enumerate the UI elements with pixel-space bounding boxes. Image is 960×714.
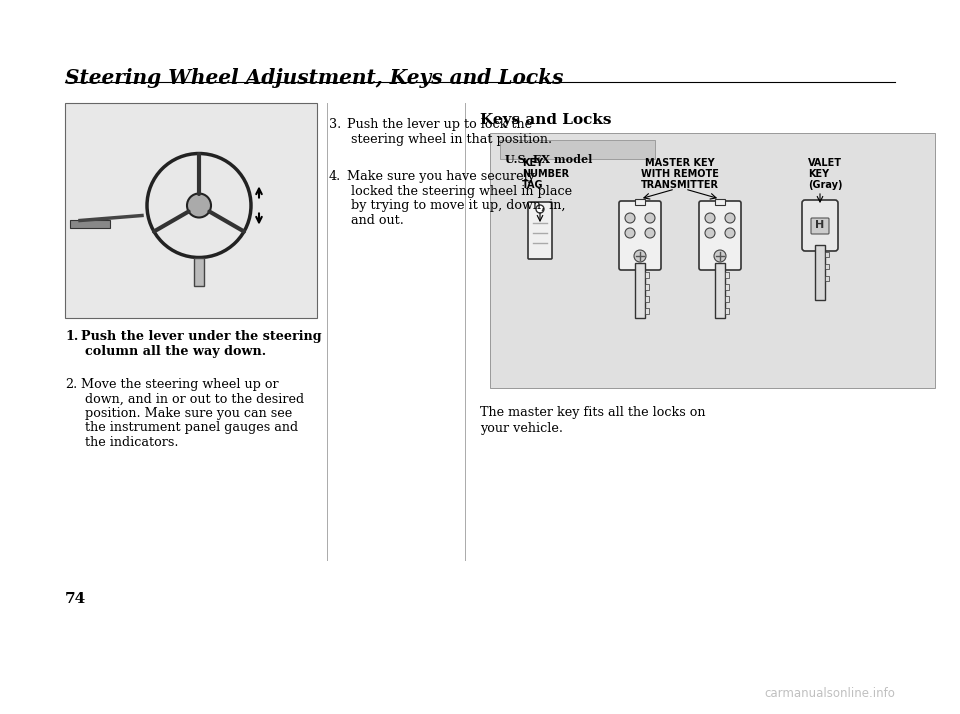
- Circle shape: [536, 205, 544, 213]
- Bar: [645, 296, 649, 302]
- FancyBboxPatch shape: [715, 263, 725, 318]
- Bar: [70, 219, 110, 228]
- Text: 2.: 2.: [65, 378, 77, 391]
- Bar: [725, 308, 729, 314]
- Text: 1.: 1.: [65, 330, 79, 343]
- Bar: [500, 140, 655, 159]
- Circle shape: [187, 193, 211, 218]
- Bar: [825, 252, 829, 257]
- Text: position. Make sure you can see: position. Make sure you can see: [85, 407, 292, 420]
- Text: MASTER KEY: MASTER KEY: [645, 158, 715, 168]
- Bar: [194, 258, 204, 286]
- Text: and out.: and out.: [351, 213, 404, 226]
- Text: Keys and Locks: Keys and Locks: [480, 113, 612, 127]
- Circle shape: [625, 228, 635, 238]
- Text: KEY: KEY: [522, 158, 543, 168]
- Circle shape: [725, 213, 735, 223]
- Text: KEY: KEY: [808, 169, 829, 179]
- Text: locked the steering wheel in place: locked the steering wheel in place: [351, 184, 572, 198]
- FancyBboxPatch shape: [635, 263, 645, 318]
- Text: by trying to move it up, down, in,: by trying to move it up, down, in,: [351, 199, 565, 212]
- Circle shape: [634, 250, 646, 262]
- Bar: [645, 308, 649, 314]
- Text: H: H: [815, 220, 825, 230]
- Bar: [725, 284, 729, 290]
- Text: Steering Wheel Adjustment, Keys and Locks: Steering Wheel Adjustment, Keys and Lock…: [65, 68, 564, 88]
- Bar: [65, 103, 317, 318]
- Text: the instrument panel gauges and: the instrument panel gauges and: [85, 421, 299, 435]
- Circle shape: [705, 228, 715, 238]
- Text: TAG: TAG: [522, 180, 543, 190]
- FancyBboxPatch shape: [811, 218, 829, 234]
- Text: Move the steering wheel up or: Move the steering wheel up or: [81, 378, 278, 391]
- Circle shape: [625, 213, 635, 223]
- Circle shape: [645, 213, 655, 223]
- Circle shape: [705, 213, 715, 223]
- Bar: [645, 272, 649, 278]
- Text: (Gray): (Gray): [808, 180, 843, 190]
- Circle shape: [725, 228, 735, 238]
- FancyBboxPatch shape: [528, 202, 552, 259]
- FancyBboxPatch shape: [699, 201, 741, 270]
- FancyBboxPatch shape: [815, 245, 825, 300]
- Text: column all the way down.: column all the way down.: [85, 344, 266, 358]
- Bar: [725, 296, 729, 302]
- FancyBboxPatch shape: [802, 200, 838, 251]
- Text: Push the lever up to lock the: Push the lever up to lock the: [347, 118, 532, 131]
- Bar: [715, 199, 725, 205]
- Text: TRANSMITTER: TRANSMITTER: [641, 180, 719, 190]
- Text: steering wheel in that position.: steering wheel in that position.: [351, 133, 552, 146]
- Text: VALET: VALET: [808, 158, 842, 168]
- Text: Push the lever under the steering: Push the lever under the steering: [81, 330, 322, 343]
- Text: your vehicle.: your vehicle.: [480, 422, 563, 435]
- FancyBboxPatch shape: [619, 201, 661, 270]
- Bar: [825, 264, 829, 269]
- Text: 74: 74: [65, 592, 86, 606]
- Bar: [825, 276, 829, 281]
- Bar: [725, 272, 729, 278]
- Bar: [635, 199, 645, 205]
- Text: down, and in or out to the desired: down, and in or out to the desired: [85, 393, 304, 406]
- Text: NUMBER: NUMBER: [522, 169, 569, 179]
- Text: carmanualsonline.info: carmanualsonline.info: [764, 687, 895, 700]
- Bar: [490, 133, 935, 388]
- Text: 4.: 4.: [329, 170, 341, 183]
- Text: Make sure you have securely: Make sure you have securely: [347, 170, 535, 183]
- Text: U.S. EX model: U.S. EX model: [505, 154, 592, 165]
- Bar: [645, 284, 649, 290]
- Text: 3.: 3.: [329, 118, 341, 131]
- Text: The master key fits all the locks on: The master key fits all the locks on: [480, 406, 706, 419]
- Circle shape: [714, 250, 726, 262]
- Circle shape: [645, 228, 655, 238]
- Text: the indicators.: the indicators.: [85, 436, 179, 449]
- Text: WITH REMOTE: WITH REMOTE: [641, 169, 719, 179]
